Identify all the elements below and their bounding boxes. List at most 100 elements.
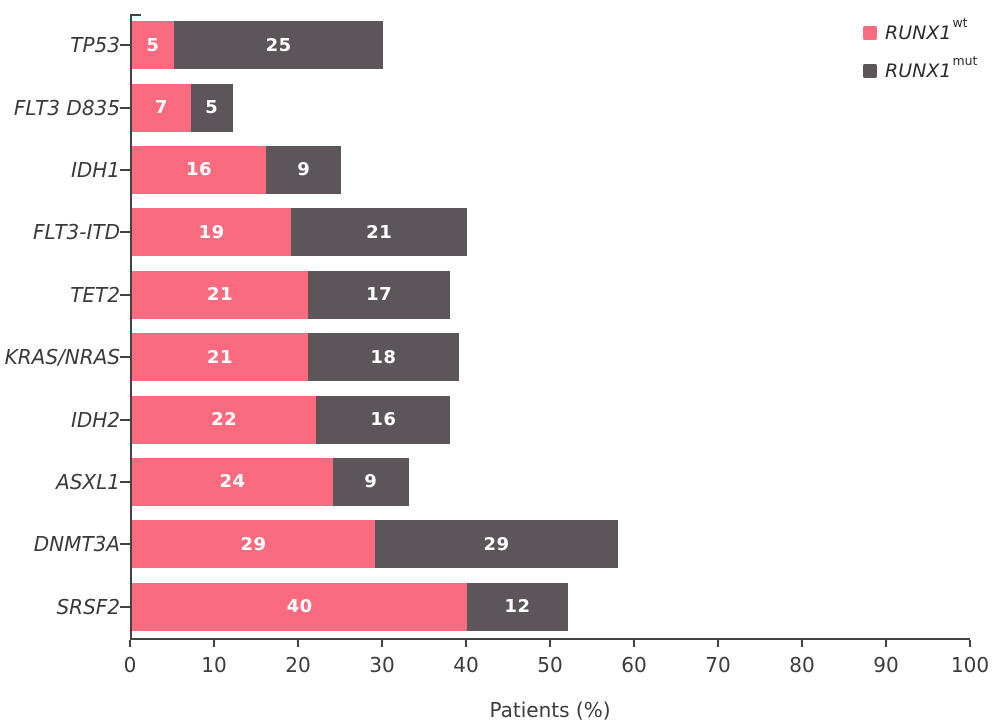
- x-tick-label: 50: [537, 653, 563, 677]
- x-tick-label: 0: [123, 653, 137, 677]
- legend-item-mut: RUNX1mut: [863, 52, 978, 82]
- x-tick-label: 70: [705, 653, 731, 677]
- x-tick-label: 40: [453, 653, 479, 677]
- bar-value-label: 12: [504, 596, 531, 618]
- stacked-bar: 21 18: [132, 333, 970, 382]
- y-tick: [120, 168, 130, 171]
- x-tick: [885, 640, 887, 647]
- stacked-bar: 21 17: [132, 270, 970, 319]
- bar-value-label: 21: [366, 221, 393, 243]
- x-tick: [717, 640, 719, 647]
- legend-swatch-wt: [863, 26, 877, 40]
- bar-segment-RUNX1wt: 29: [132, 520, 376, 569]
- stacked-bar: 19 21: [132, 208, 970, 257]
- bar-segment-RUNX1wt: 5: [132, 21, 174, 70]
- bar-value-label: 19: [198, 221, 225, 243]
- x-tick-label: 80: [789, 653, 815, 677]
- y-tick: [120, 418, 130, 421]
- bar-row: DNMT3A 29 29: [34, 513, 970, 575]
- legend-item-wt: RUNX1wt: [863, 16, 977, 44]
- bar-segment-RUNX1mut: 17: [307, 270, 451, 319]
- bar-value-label: 5: [205, 97, 219, 119]
- x-tick: [801, 640, 803, 647]
- x-tick: [213, 640, 215, 647]
- x-tick: [129, 640, 131, 647]
- bar-row: FLT3 D835 7 5: [14, 76, 970, 138]
- bar-value-label: 21: [206, 346, 234, 368]
- category-label: TET2: [70, 282, 120, 307]
- x-tick: [969, 640, 971, 647]
- bar-segment-RUNX1wt: 21: [132, 333, 308, 382]
- y-tick: [120, 106, 130, 109]
- bar-value-label: 9: [364, 471, 378, 493]
- stacked-bar: 29 29: [132, 520, 970, 569]
- bar-value-label: 18: [370, 346, 397, 368]
- bar-value-label: 24: [219, 471, 246, 493]
- x-tick-label: 90: [873, 653, 899, 677]
- x-tick: [381, 640, 383, 647]
- bar-value-label: 29: [240, 533, 267, 555]
- bar-row: ASXL1 24 9: [56, 451, 970, 513]
- bar-row: IDH2 22 16: [71, 388, 970, 450]
- bar-value-label: 40: [286, 596, 313, 618]
- legend-swatch-mut: [863, 64, 877, 78]
- bar-segment-RUNX1mut: 25: [173, 21, 384, 70]
- y-tick: [120, 293, 130, 296]
- bar-value-label: 25: [265, 34, 292, 56]
- bar-segment-RUNX1wt: 40: [132, 582, 468, 631]
- stacked-bar: 16 9: [132, 145, 970, 194]
- bar-row: SRSF2 40 12: [56, 576, 970, 638]
- category-label: IDH2: [70, 407, 120, 432]
- x-tick: [465, 640, 467, 647]
- x-tick: [633, 640, 635, 647]
- bar-value-label: 16: [370, 409, 397, 431]
- x-tick-label: 30: [369, 653, 395, 677]
- bar-value-label: 17: [366, 284, 393, 306]
- x-axis: 0 10 20 30 40 50 60 70 80 90 100: [124, 640, 989, 680]
- bar-segment-RUNX1wt: 7: [132, 83, 191, 132]
- stacked-bar: 40 12: [132, 582, 970, 631]
- bar-value-label: 21: [206, 284, 234, 306]
- category-label: SRSF2: [56, 594, 120, 619]
- x-tick-label: 100: [950, 653, 990, 677]
- bar-row: IDH1 16 9: [71, 139, 970, 201]
- stacked-bar: 24 9: [132, 457, 970, 506]
- y-tick: [120, 44, 130, 47]
- category-label: ASXL1: [56, 469, 120, 494]
- bar-value-label: 5: [146, 34, 160, 56]
- category-label: IDH1: [70, 157, 120, 182]
- stacked-bar: 22 16: [132, 395, 970, 444]
- bar-segment-RUNX1mut: 9: [266, 145, 342, 194]
- plot-area: TP53 5 25 FLT3 D835 7 5 IDH1 16 9 FLT3-ITD 19 21 TET…: [5, 14, 970, 640]
- category-label: TP53: [70, 33, 120, 58]
- x-tick: [297, 640, 299, 647]
- x-tick-label: 60: [621, 653, 647, 677]
- bar-segment-RUNX1mut: 21: [291, 208, 468, 257]
- legend-label-mut: RUNX1mut: [885, 52, 978, 82]
- x-axis-title: Patients (%): [489, 698, 611, 722]
- category-label: DNMT3A: [33, 532, 120, 557]
- bar-value-label: 29: [483, 533, 510, 555]
- category-label: KRAS/NRAS: [4, 345, 120, 370]
- y-tick: [120, 480, 130, 483]
- y-tick: [120, 231, 130, 234]
- bar-row: KRAS/NRAS 21 18: [5, 326, 970, 388]
- bar-segment-RUNX1mut: 12: [467, 582, 568, 631]
- bar-segment-RUNX1wt: 22: [132, 395, 317, 444]
- bar-segment-RUNX1wt: 21: [132, 270, 308, 319]
- legend: RUNX1wt RUNX1mut: [863, 16, 978, 82]
- bar-segment-RUNX1mut: 9: [333, 457, 409, 506]
- bar-segment-RUNX1wt: 24: [132, 457, 334, 506]
- category-label: FLT3 D835: [13, 95, 120, 120]
- y-tick: [120, 543, 130, 546]
- bar-value-label: 22: [211, 409, 238, 431]
- bar-row: TET2 21 17: [70, 264, 970, 326]
- bar-segment-RUNX1mut: 16: [316, 395, 451, 444]
- x-tick-label: 10: [201, 653, 227, 677]
- bar-row: FLT3-ITD 19 21: [33, 201, 970, 263]
- bar-value-label: 7: [154, 97, 168, 119]
- bar-row: TP53 5 25: [70, 14, 970, 76]
- bar-segment-RUNX1wt: 16: [132, 145, 267, 194]
- bar-segment-RUNX1mut: 18: [307, 333, 459, 382]
